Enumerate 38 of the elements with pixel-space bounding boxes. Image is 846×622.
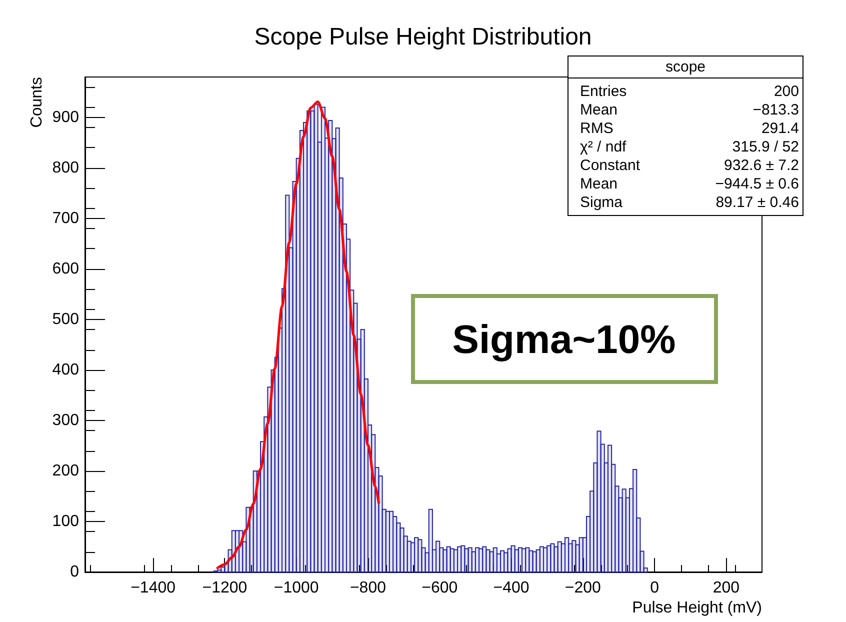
x-tick-label: −1000 [274, 580, 319, 596]
y-tick-label: 200 [52, 462, 80, 480]
annotation: χ² / ndf [580, 138, 628, 156]
text: scope [665, 58, 706, 76]
annotation: 315.9 / 52 [732, 138, 799, 156]
annotation: Mean [580, 175, 618, 192]
y-tick-label: 400 [52, 361, 80, 378]
y-tick-label: 300 [52, 412, 80, 429]
x-tick-label: −600 [422, 580, 458, 596]
annotation: −944.5 ± 0.6 [715, 175, 799, 192]
x-tick-label: 0 [650, 580, 660, 596]
y-tick-label: 500 [52, 310, 80, 328]
y-tick-label: 600 [52, 260, 80, 278]
annotation: Constant [580, 156, 641, 174]
x-tick-label: −800 [350, 580, 386, 596]
y-tick-label: 700 [52, 210, 80, 227]
y-tick-label: 100 [52, 512, 80, 530]
x-axis-title: Pulse Height (mV) [632, 600, 762, 616]
annotation: Sigma [580, 194, 624, 211]
annotation: 291.4 [761, 120, 799, 137]
x-tick-label: −1200 [202, 580, 248, 596]
y-tick-label: 900 [52, 108, 80, 126]
annotation: Mean [580, 101, 618, 118]
x-tick-label: 200 [712, 580, 740, 596]
x-tick-label: −200 [564, 580, 602, 596]
annotation: 932.6 ± 7.2 [724, 156, 799, 174]
chart-title: Scope Pulse Height Distribution [254, 24, 592, 50]
text: 200 [774, 82, 799, 100]
annotation: 89.17 ± 0.46 [716, 194, 799, 211]
y-axis-title: Counts [28, 77, 46, 128]
annotation: −813.3 [752, 101, 799, 118]
y-tick-label: 0 [70, 564, 80, 580]
annotation: Entries [580, 82, 627, 100]
annotation: Sigma~10% [452, 318, 676, 362]
x-tick-label: −400 [493, 580, 530, 596]
x-tick-label: −1400 [130, 580, 176, 596]
annotation: RMS [580, 120, 614, 137]
y-tick-label: 800 [52, 159, 80, 176]
